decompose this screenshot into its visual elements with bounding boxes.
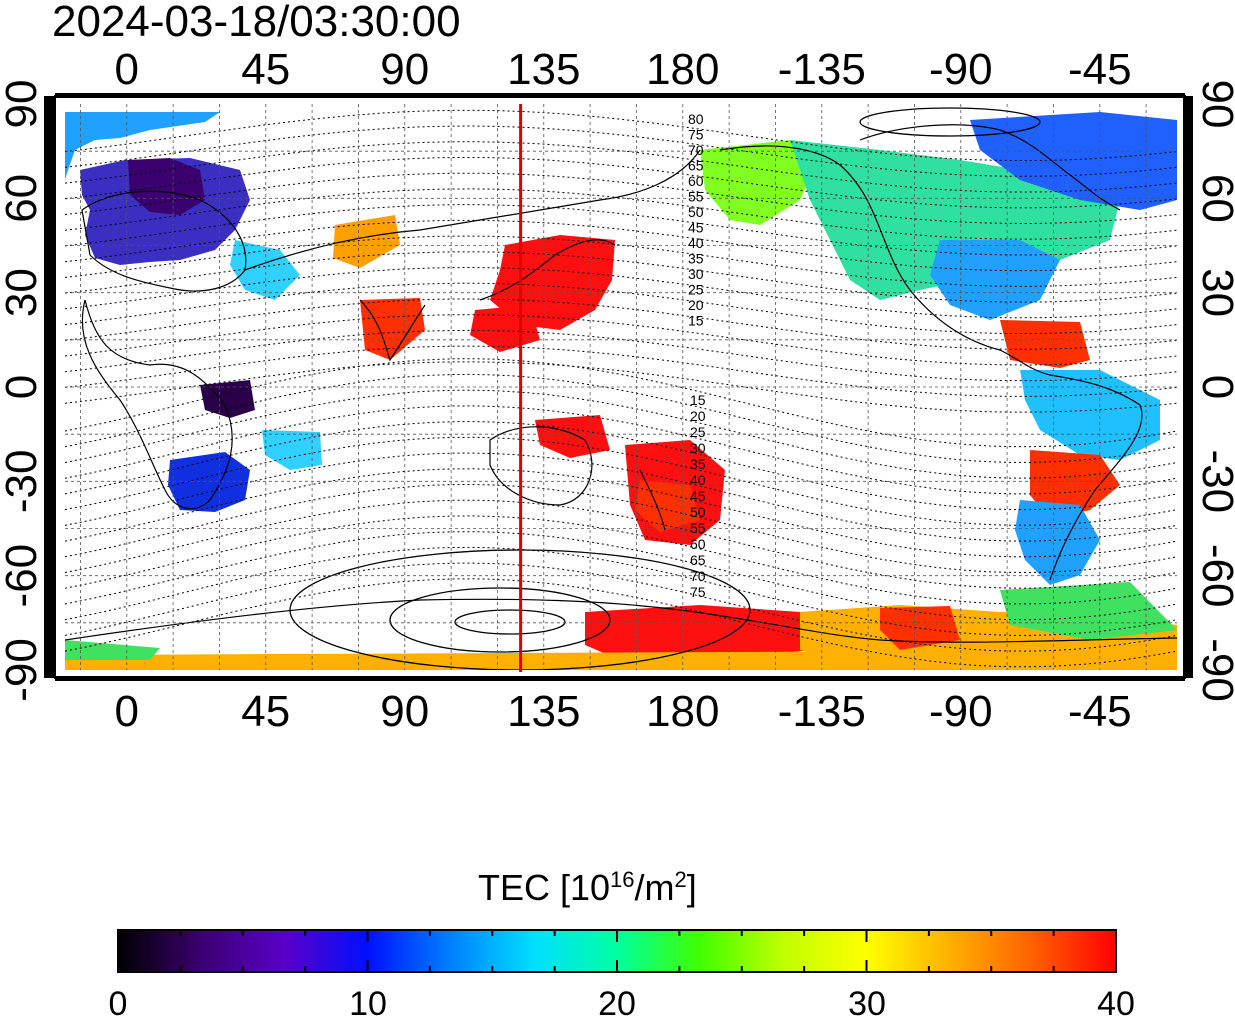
longitude-tick-label: -90 bbox=[929, 45, 993, 94]
contour-label: 35 bbox=[690, 456, 706, 472]
tec-patch-alaska bbox=[700, 140, 820, 225]
contour-label: 40 bbox=[688, 235, 704, 251]
latitude-axis-left: 90 60 30 0 -30 -60 -90 bbox=[0, 80, 46, 702]
longitude-tick-label: -45 bbox=[1068, 45, 1132, 94]
latitude-axis-right: 90 60 30 0 -30 -60 -90 bbox=[1193, 80, 1235, 702]
latitude-tick-label: -30 bbox=[1193, 450, 1235, 514]
tec-patch-us-east bbox=[930, 240, 1060, 320]
contour-label: 55 bbox=[690, 520, 706, 536]
tec-patch-central-asia bbox=[333, 215, 400, 268]
longitude-tick-label: -45 bbox=[1068, 687, 1132, 736]
latitude-tick-label: 60 bbox=[1193, 174, 1235, 223]
latitude-tick-label: 60 bbox=[0, 174, 46, 223]
latitude-tick-label: 30 bbox=[0, 268, 46, 317]
longitude-tick-label: 180 bbox=[646, 45, 719, 94]
contour-label: 15 bbox=[688, 313, 704, 329]
colorbar-tick-label: 10 bbox=[349, 985, 387, 1023]
longitude-axis-bottom: 0 45 90 135 180 -135 -90 -45 bbox=[115, 687, 1132, 736]
map-gridlines bbox=[65, 104, 1177, 670]
latitude-tick-label: 30 bbox=[1193, 268, 1235, 317]
tec-patch-antarctic-pen bbox=[1000, 582, 1177, 640]
longitude-tick-label: 135 bbox=[507, 45, 580, 94]
colorbar-title: TEC [1016/m2] bbox=[478, 867, 697, 908]
longitude-tick-label: 90 bbox=[380, 45, 429, 94]
frame-edge-bars bbox=[44, 93, 1193, 681]
contour-label: 30 bbox=[690, 440, 706, 456]
contour-label: 40 bbox=[690, 472, 706, 488]
contour-label: 50 bbox=[688, 204, 704, 220]
contour-label: 70 bbox=[688, 142, 704, 158]
tec-patch-sa-south bbox=[1015, 500, 1100, 585]
longitude-tick-label: 90 bbox=[380, 687, 429, 736]
tec-patch-south-band-left bbox=[65, 640, 160, 660]
contour-label: 60 bbox=[688, 173, 704, 189]
latitude-tick-label: 90 bbox=[0, 80, 46, 129]
tec-patch-sa-middle bbox=[1030, 450, 1120, 520]
longitude-tick-label: 0 bbox=[115, 687, 139, 736]
contour-label: 50 bbox=[690, 504, 706, 520]
latitude-tick-label: 0 bbox=[0, 375, 46, 399]
magnetic-contours bbox=[65, 109, 1177, 668]
contour-label: 20 bbox=[688, 297, 704, 313]
tec-patch-midEast bbox=[230, 240, 300, 300]
tec-patch-caribbean bbox=[1000, 320, 1090, 368]
latitude-tick-label: -90 bbox=[0, 638, 46, 702]
latitude-tick-label: 90 bbox=[1193, 80, 1235, 129]
contour-label: 45 bbox=[690, 488, 706, 504]
colorbar-tick-label: 20 bbox=[598, 985, 636, 1023]
longitude-tick-label: 45 bbox=[241, 45, 290, 94]
colorbar-tick-label: 40 bbox=[1097, 985, 1135, 1023]
tec-patch-madagascar bbox=[262, 430, 322, 470]
contour-label: 25 bbox=[690, 424, 706, 440]
contour-label: 30 bbox=[688, 266, 704, 282]
contour-label: 45 bbox=[688, 220, 704, 236]
latitude-tick-label: -60 bbox=[0, 544, 46, 608]
contour-label: 65 bbox=[690, 552, 706, 568]
contour-label: 70 bbox=[690, 568, 706, 584]
contour-label: 25 bbox=[688, 282, 704, 298]
longitude-tick-label: 45 bbox=[241, 687, 290, 736]
tec-patch-scandinavia bbox=[128, 158, 205, 215]
longitude-tick-label: -135 bbox=[778, 45, 866, 94]
contour-label: 75 bbox=[690, 584, 706, 600]
tec-patch-india bbox=[360, 298, 425, 360]
latitude-tick-label: -90 bbox=[1193, 638, 1235, 702]
latitude-tick-label: 0 bbox=[1193, 375, 1235, 399]
longitude-tick-label: -90 bbox=[929, 687, 993, 736]
longitude-axis-top: 0 45 90 135 180 -135 -90 -45 bbox=[115, 45, 1132, 94]
longitude-tick-label: 0 bbox=[115, 45, 139, 94]
colorbar-tick-label: 30 bbox=[848, 985, 886, 1023]
longitude-tick-label: -135 bbox=[778, 687, 866, 736]
contour-label: 35 bbox=[688, 251, 704, 267]
contour-label: 65 bbox=[688, 158, 704, 174]
longitude-tick-label: 180 bbox=[646, 687, 719, 736]
contour-label: 15 bbox=[690, 392, 706, 408]
tec-patch-antarctic-east bbox=[585, 605, 810, 660]
tec-patch-australia-east bbox=[535, 415, 610, 458]
contour-label: 55 bbox=[688, 189, 704, 205]
colorbar-ticks bbox=[117, 930, 1117, 972]
longitude-tick-label: 135 bbox=[507, 687, 580, 736]
colorbar-tick-label: 0 bbox=[108, 985, 128, 1023]
contour-label: 60 bbox=[690, 536, 706, 552]
tec-patch-arctic-europe bbox=[65, 112, 220, 180]
tec-patch-greenland bbox=[970, 112, 1177, 210]
latitude-tick-label: -30 bbox=[0, 450, 46, 514]
contour-label: 20 bbox=[690, 408, 706, 424]
tec-patch-asia-ext bbox=[470, 305, 540, 352]
contour-label: 75 bbox=[688, 127, 704, 143]
timestamp-title: 2024-03-18/03:30:00 bbox=[52, 0, 461, 46]
latitude-tick-label: -60 bbox=[1193, 544, 1235, 608]
contour-label: 80 bbox=[688, 111, 704, 127]
